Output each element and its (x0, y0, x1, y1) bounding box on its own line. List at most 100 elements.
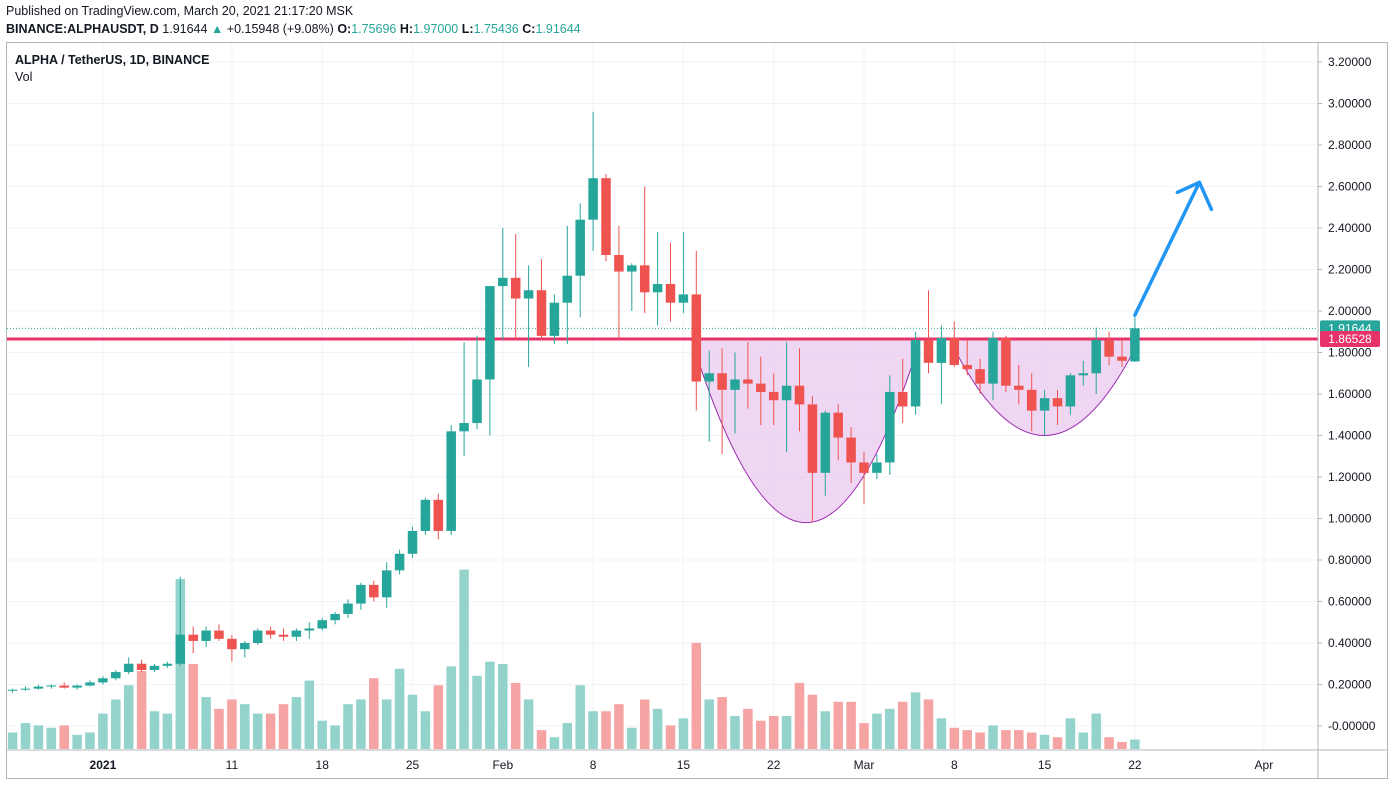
volume-bar (369, 678, 379, 749)
grid (7, 43, 1318, 750)
last-price: 1.91644 (162, 22, 208, 36)
candle-body (330, 613, 340, 621)
high-value: 1.97000 (413, 22, 459, 36)
volume-bar (846, 701, 856, 749)
y-tick-label: 2.20000 (1328, 263, 1372, 277)
candle-body (1078, 373, 1089, 376)
x-tick-label: 2021 (90, 758, 117, 772)
volume-bar (72, 734, 82, 749)
volume-bar (446, 666, 456, 749)
candle-body (72, 685, 82, 688)
candle-body (885, 391, 895, 463)
volume-bar (136, 671, 147, 749)
candle-body (523, 290, 534, 299)
volume-bar (98, 713, 108, 749)
candle-body (1104, 340, 1114, 357)
candle-body (730, 379, 740, 390)
volume-bar (1026, 732, 1037, 749)
candle-body (1039, 398, 1050, 411)
candle-body (627, 265, 637, 272)
candle-body (588, 178, 598, 220)
volume-bar (1130, 739, 1140, 749)
volume-bar (433, 685, 444, 749)
candle-body (872, 462, 882, 473)
candle-body (472, 379, 482, 424)
volume-bar (794, 682, 805, 749)
volume-bar (252, 713, 263, 749)
x-tick-label: 8 (951, 758, 958, 772)
y-tick-label: 0.60000 (1328, 595, 1372, 609)
volume-bar (304, 680, 315, 749)
candle-body (111, 672, 121, 679)
volume-bar (975, 732, 985, 749)
candle-body (252, 630, 263, 643)
candle-body (149, 665, 160, 670)
volume-bar (704, 699, 714, 749)
low-value: 1.75436 (473, 22, 519, 36)
volume-bar (897, 701, 908, 749)
volume-bar (291, 697, 302, 749)
candle-body (639, 265, 650, 293)
time-axis: 2021 11 18 25 Feb 8 15 22 Mar 8 15 22 Apr (7, 749, 1387, 772)
candle-body (175, 634, 186, 664)
volume-bar (743, 708, 753, 749)
volume-bar (1065, 718, 1076, 749)
ohlc-bar: BINANCE:ALPHAUSDT, D 1.91644 ▲ +0.15948 … (6, 22, 581, 36)
candle-body (46, 685, 57, 687)
volume-bar (188, 664, 198, 749)
y-tick-label: 1.80000 (1328, 346, 1372, 360)
y-tick-label: 2.80000 (1328, 138, 1372, 152)
y-tick-label: 1.40000 (1328, 429, 1372, 443)
price-label-text: 1.86528 (1328, 332, 1372, 346)
y-tick-label: 1.20000 (1328, 470, 1372, 484)
candle-body (691, 294, 702, 382)
volume-bar (343, 704, 353, 749)
y-tick-label: 3.20000 (1328, 55, 1372, 69)
candle-body (923, 340, 934, 363)
volume-bar (523, 699, 534, 749)
candle-body (7, 689, 18, 691)
candle-body (20, 688, 31, 690)
candle-body (510, 277, 521, 299)
volume-bar (562, 723, 573, 749)
low-label: L: (461, 22, 474, 36)
candle-body (407, 530, 418, 554)
candle-body (369, 584, 379, 598)
volume-bar (639, 699, 650, 749)
y-tick-label: 3.00000 (1328, 97, 1372, 111)
candle-body (201, 630, 211, 641)
volume-bar (1039, 734, 1050, 749)
x-tick-label: Mar (854, 758, 875, 772)
candle-body (485, 286, 495, 380)
candle-body (743, 379, 753, 384)
candle-body (807, 404, 818, 473)
volume-bar (20, 723, 31, 749)
candle-body (227, 638, 237, 650)
volume-bar (768, 715, 779, 749)
volume-bar (472, 675, 482, 749)
volume-bar (498, 664, 508, 749)
volume-bar (149, 711, 160, 749)
volume-bar (575, 685, 585, 749)
candle-body (1014, 385, 1024, 390)
candle-body (897, 391, 908, 407)
volume-bar (33, 725, 44, 749)
candle-body (162, 663, 173, 666)
volume-bar (278, 704, 289, 749)
candle-body (575, 219, 585, 276)
candle-body (833, 412, 843, 438)
volume-bar (510, 682, 521, 749)
y-tick-label: 2.00000 (1328, 304, 1372, 318)
volume-bar (665, 725, 676, 749)
projection-arrow-line (1133, 180, 1202, 317)
candle-body (1130, 328, 1140, 362)
candle-body (343, 603, 353, 614)
volume-bar (872, 713, 882, 749)
published-info: Published on TradingView.com, March 20, … (6, 4, 354, 18)
y-tick-label: 0.40000 (1328, 636, 1372, 650)
volume-bar (923, 699, 934, 749)
volume-bar (1052, 737, 1063, 749)
volume-bar (1001, 730, 1011, 749)
y-tick-label: 1.00000 (1328, 512, 1372, 526)
